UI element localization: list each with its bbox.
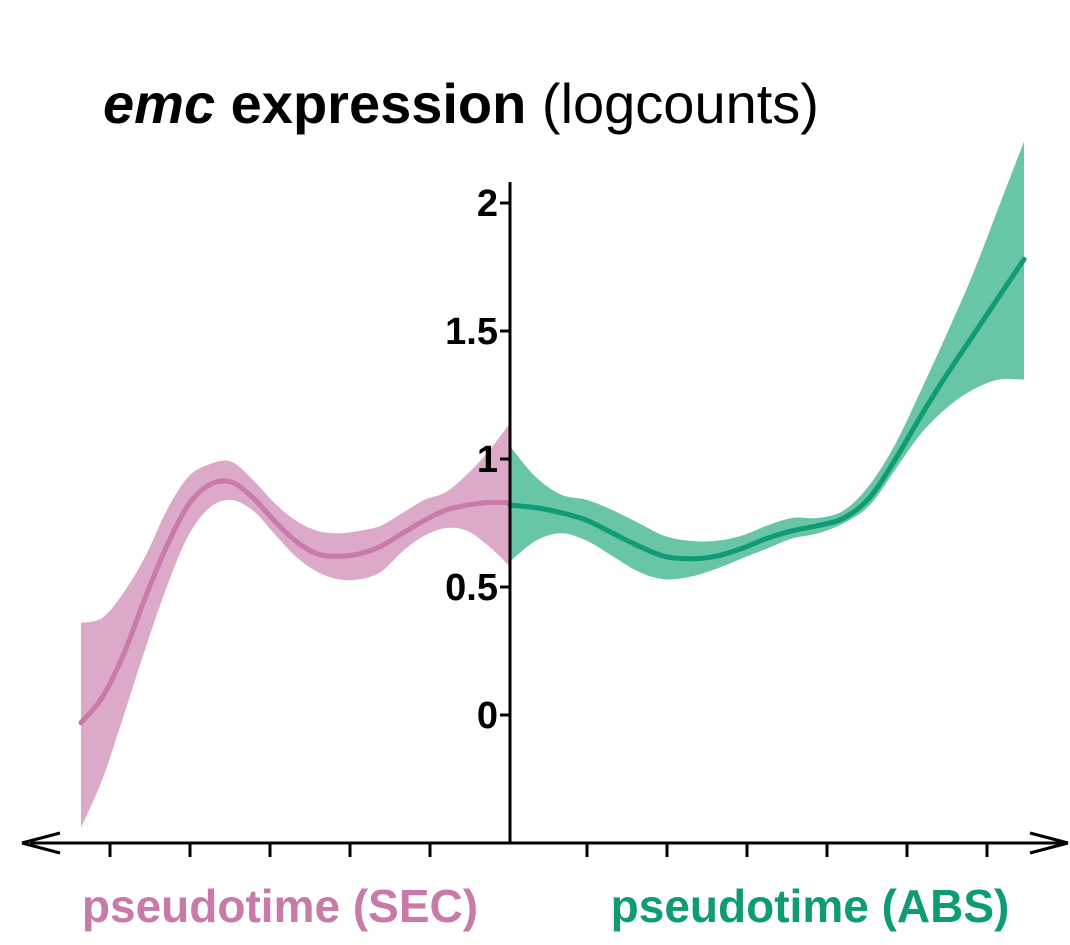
band-series-1 — [510, 141, 1024, 580]
y-tick-label-1: 0.5 — [445, 567, 498, 609]
x-axis-labels: pseudotime (SEC) pseudotime (ABS) — [82, 880, 1009, 932]
y-tick-label-4: 2 — [477, 183, 498, 225]
title-units: (logcounts) — [526, 72, 819, 135]
line-series-0 — [78, 478, 513, 726]
x-axis-label-sec: pseudotime (SEC) — [82, 880, 478, 932]
line-series-1 — [507, 256, 1027, 562]
x-axis-label-abs: pseudotime (ABS) — [611, 880, 1010, 932]
x-axis-right-arrow — [1029, 831, 1069, 855]
band-series-0 — [81, 423, 510, 828]
y-tick-label-3: 1.5 — [445, 311, 498, 353]
axes — [21, 182, 1069, 855]
title-bold: expression — [215, 72, 526, 135]
series-lines — [78, 256, 1027, 726]
axis-ticks — [108, 201, 989, 857]
title-gene: emc — [103, 72, 215, 135]
x-axis-left-arrow — [21, 831, 61, 855]
y-tick-label-0: 0 — [477, 695, 498, 737]
y-tick-label-2: 1 — [477, 439, 498, 481]
confidence-bands — [81, 141, 1024, 828]
chart-title: emc expression (logcounts) — [103, 72, 819, 135]
y-tick-labels: 0 0.5 1 1.5 2 — [445, 183, 498, 737]
